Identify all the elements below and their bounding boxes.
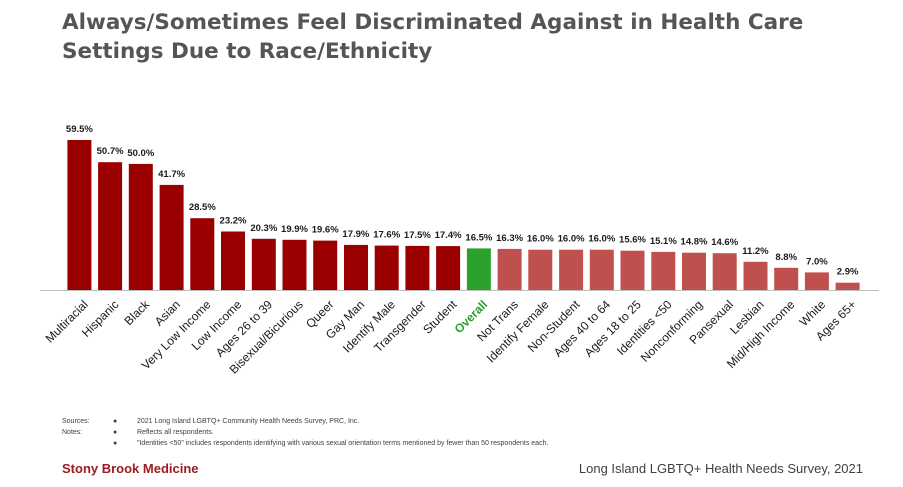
data-label: 15.1%	[650, 236, 677, 247]
bar-identify-female	[528, 249, 553, 290]
bar-hispanic	[98, 162, 123, 290]
data-label: 16.3%	[496, 233, 523, 244]
data-label: 8.8%	[775, 252, 797, 263]
data-label: 50.0%	[127, 148, 154, 159]
data-label: 11.2%	[742, 246, 769, 257]
bar-transgender	[405, 245, 430, 290]
bar-ages-26-to-39	[251, 238, 276, 290]
bullet-icon: ●	[113, 418, 118, 425]
data-label: 17.6%	[373, 230, 400, 241]
data-label: 19.9%	[281, 224, 308, 235]
data-label: 20.3%	[250, 223, 277, 234]
bar-black	[128, 163, 153, 290]
x-tick-label: Student	[420, 297, 460, 337]
x-tick-label: Black	[121, 297, 152, 328]
bar-low-income	[221, 231, 245, 290]
note-row-notes: Notes: ● Reflects all respondents.	[62, 427, 862, 438]
note-text: "Identities <50" includes respondents id…	[137, 440, 549, 447]
bar-gay-man	[344, 244, 368, 290]
brand-logo-text: Stony Brook Medicine	[62, 461, 199, 476]
bar-bisexual-bicurious	[282, 239, 307, 290]
bullet-icon: ●	[113, 440, 118, 447]
data-label: 2.9%	[837, 267, 859, 278]
data-label: 17.5%	[404, 230, 431, 241]
bar-very-low-income	[190, 218, 215, 290]
data-label: 16.5%	[465, 232, 492, 243]
data-label: 14.6%	[711, 237, 738, 248]
data-label: 17.4%	[435, 230, 462, 241]
bar-multiracial	[67, 140, 92, 290]
data-label: 15.6%	[619, 235, 646, 246]
bullet-icon: ●	[113, 429, 118, 436]
note-label: Notes:	[62, 429, 83, 436]
bar-not-trans	[497, 248, 522, 290]
data-label: 59.5%	[66, 124, 93, 135]
bar-ages-18-to-25	[620, 250, 645, 290]
note-label	[62, 438, 113, 449]
note-label: Sources:	[62, 418, 90, 425]
x-tick-label: Multiracial	[43, 297, 91, 345]
note-row-identities: ● "Identities <50" includes respondents …	[62, 438, 862, 449]
bar-lesbian	[743, 261, 768, 290]
bar-mid-high-income	[774, 267, 799, 290]
bar-non-student	[559, 249, 584, 290]
data-label: 50.7%	[97, 146, 124, 157]
bar-chart: 59.5% 50.7% 50.0% 41.7% 28.5% 23.2%20.3% 19.9%…	[40, 124, 879, 377]
bar-queer	[313, 240, 338, 290]
bar-overall	[466, 248, 491, 290]
bar-nonconforming	[682, 252, 706, 290]
note-text: 2021 Long Island LGBTQ+ Community Health…	[137, 418, 360, 425]
bar-pansexual	[712, 253, 737, 290]
data-label: 14.8%	[681, 237, 708, 248]
bar-identities-50	[651, 251, 676, 290]
footnotes: Sources: ● 2021 Long Island LGBTQ+ Commu…	[62, 416, 862, 449]
data-label: 23.2%	[220, 216, 247, 227]
data-label: 7.0%	[806, 256, 828, 267]
bars-layer	[67, 140, 860, 290]
data-label: 16.0%	[558, 234, 585, 245]
data-label: 28.5%	[189, 202, 216, 213]
data-label: 16.0%	[588, 234, 615, 245]
bar-asian	[159, 184, 184, 290]
survey-footer-text: Long Island LGBTQ+ Health Needs Survey, …	[578, 461, 863, 476]
bar-white	[804, 272, 829, 290]
data-labels-layer: 59.5% 50.7% 50.0% 41.7% 28.5% 23.2%20.3% 19.9%…	[66, 124, 859, 278]
data-label: 19.6%	[312, 225, 339, 236]
data-label: 16.0%	[527, 234, 554, 245]
note-row-sources: Sources: ● 2021 Long Island LGBTQ+ Commu…	[62, 416, 862, 427]
data-label: 17.9%	[342, 229, 369, 240]
bar-ages-40-to-64	[589, 249, 614, 290]
bar-identify-male	[374, 245, 399, 290]
chart-title: Always/Sometimes Feel Discriminated Agai…	[62, 10, 804, 64]
data-label: 41.7%	[158, 169, 185, 180]
bar-student	[436, 246, 461, 290]
bar-ages-65	[835, 282, 860, 290]
note-text: Reflects all respondents.	[137, 429, 214, 436]
